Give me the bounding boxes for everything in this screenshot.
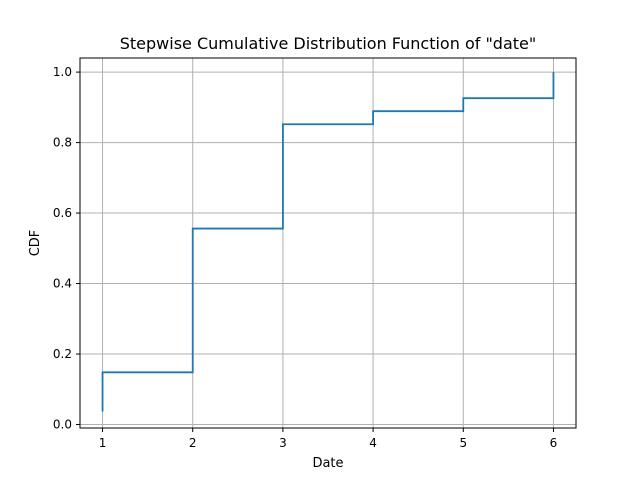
grid bbox=[80, 58, 576, 428]
x-tick-label: 6 bbox=[550, 436, 558, 450]
x-axis-label: Date bbox=[312, 456, 343, 471]
x-tick-label: 1 bbox=[99, 436, 107, 450]
cdf-step-line bbox=[101, 72, 555, 412]
x-tick-label: 2 bbox=[189, 436, 197, 450]
x-tick-label: 3 bbox=[279, 436, 287, 450]
axes-frame bbox=[79, 57, 577, 429]
ticks: 1 2 3 4 5 6 0.0 0.2 0.4 0.6 0.8 1.0 bbox=[53, 65, 557, 450]
x-tick-label: 4 bbox=[369, 436, 377, 450]
y-axis-label: CDF bbox=[28, 230, 43, 257]
chart-title: Stepwise Cumulative Distribution Functio… bbox=[120, 34, 537, 53]
y-tick-label: 0.8 bbox=[53, 136, 72, 150]
x-tick-label: 5 bbox=[459, 436, 467, 450]
y-tick-label: 1.0 bbox=[53, 65, 72, 79]
y-tick-label: 0.4 bbox=[53, 277, 72, 291]
y-tick-label: 0.0 bbox=[53, 417, 72, 431]
plot-area bbox=[101, 72, 555, 412]
y-tick-label: 0.6 bbox=[53, 206, 72, 220]
y-tick-label: 0.2 bbox=[53, 347, 72, 361]
